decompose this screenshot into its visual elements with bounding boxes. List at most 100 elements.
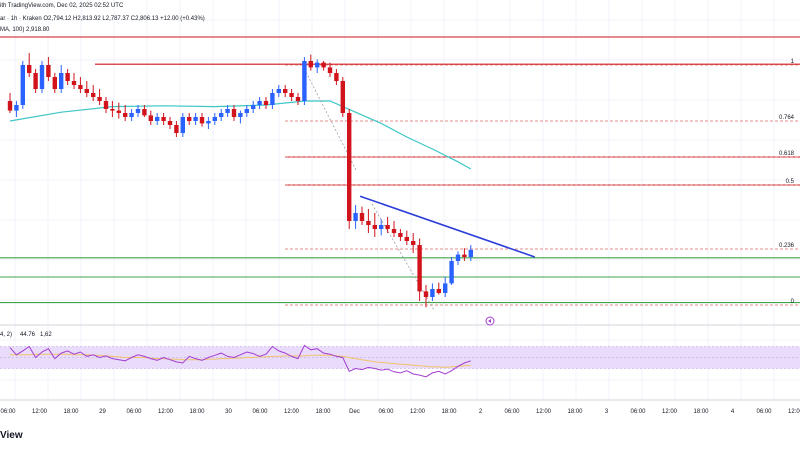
fib-label: 0 [791,299,795,305]
candle-body [148,115,153,121]
candle-body [411,241,416,245]
candle-body [219,113,224,117]
candle-body [359,213,365,221]
x-tick-label: 29 [99,409,106,415]
candle-body [84,89,89,93]
fib-label: 0.764 [779,115,795,121]
candle-body [263,101,269,105]
falling-trend-line [359,195,536,258]
x-tick-label: 06:00 [504,409,520,415]
candle-body [468,249,473,257]
candle-body [103,101,109,109]
rsi-legend-value: 44.76 [20,332,36,338]
candle-body [7,101,13,111]
candle-body [462,254,467,257]
candle-body [443,283,448,293]
candle-body [251,105,256,109]
published-line: ith TradingView.com, Dec 02, 2025 02:52 … [0,3,124,9]
candle-body [59,73,64,89]
candle-body [14,105,19,111]
x-tick-label: 06:00 [126,409,142,415]
candle-body [398,233,403,237]
candle-body [295,97,301,101]
x-tick-label: 18:00 [63,409,79,415]
candle-body [270,93,275,105]
horizontal-levels [0,36,800,304]
grid [0,0,800,401]
candle-body [244,109,249,113]
x-tick-label: 06:00 [756,409,772,415]
candle-body [430,289,435,297]
candle-body [39,65,45,89]
rsi-legend-label: 4, 2) [0,332,12,338]
candle-body [289,93,294,97]
candle-body [302,61,307,101]
x-tick-label: 06:00 [378,409,394,415]
x-tick-label: 18:00 [567,409,583,415]
candle-body [78,85,83,89]
x-tick-label: 30 [225,409,232,415]
candle-body [110,109,115,111]
x-tick-label: 3 [605,409,609,415]
candle-body [436,289,441,293]
candle-body [423,291,429,297]
candle-body [353,213,358,221]
ma-legend: MA, 100) 2,918.80 [0,27,50,33]
x-tick-label: 12:00 [788,409,800,415]
x-tick-label: Dec [349,409,360,415]
candle-body [52,77,57,89]
candle-body [257,101,262,105]
candle-body [129,113,134,117]
candle-body [340,81,345,113]
candle-body [372,225,377,229]
candle-body [33,73,38,89]
candle-body [206,121,211,124]
x-tick-label: 06:00 [252,409,268,415]
candle-body [97,97,102,101]
candle-body [334,73,339,81]
candle-body [308,61,313,68]
x-tick-label: 18:00 [189,409,205,415]
x-tick-label: 12:00 [32,409,48,415]
candle-body [417,245,422,292]
x-tick-label: 12:00 [410,409,426,415]
candle-body [404,237,409,241]
candle-body [321,62,326,68]
time-axis: 06:00 12:00 18:00 29 06:00 12:00 18:00 30 06:00 1… [0,409,800,415]
candle-body [225,109,230,113]
candle-body [187,117,192,121]
candle-body [155,117,160,121]
candle-body [315,62,320,68]
candle-body [135,109,141,113]
x-tick-label: 06:00 [0,409,16,415]
candle-body [347,113,352,221]
fib-label: 0.618 [779,151,795,157]
candle-body [142,109,147,116]
candle-body [379,225,384,229]
x-tick-label: 12:00 [536,409,552,415]
x-tick-label: 06:00 [630,409,646,415]
replay-icon[interactable] [485,316,495,326]
candle-body [46,65,51,77]
fib-label: 0.236 [779,243,795,249]
fib-label: 1 [791,59,795,65]
candle-body [283,89,288,93]
rsi-line [9,344,471,378]
projection-dash-2 [371,203,435,311]
x-tick-label: 12:00 [284,409,300,415]
candle-body [199,117,205,124]
candle-body [212,117,217,121]
candle-body [167,121,173,125]
candle-body [27,65,32,73]
fib-label: 0.5 [786,179,795,185]
candles [7,53,473,308]
candle-body [116,110,121,113]
candle-body [327,67,333,73]
candle-body [71,81,77,85]
candle-body [449,261,454,284]
candle-body [174,125,179,133]
candle-body [231,109,237,117]
candle-body [91,93,96,97]
ma-100-line [9,100,472,170]
